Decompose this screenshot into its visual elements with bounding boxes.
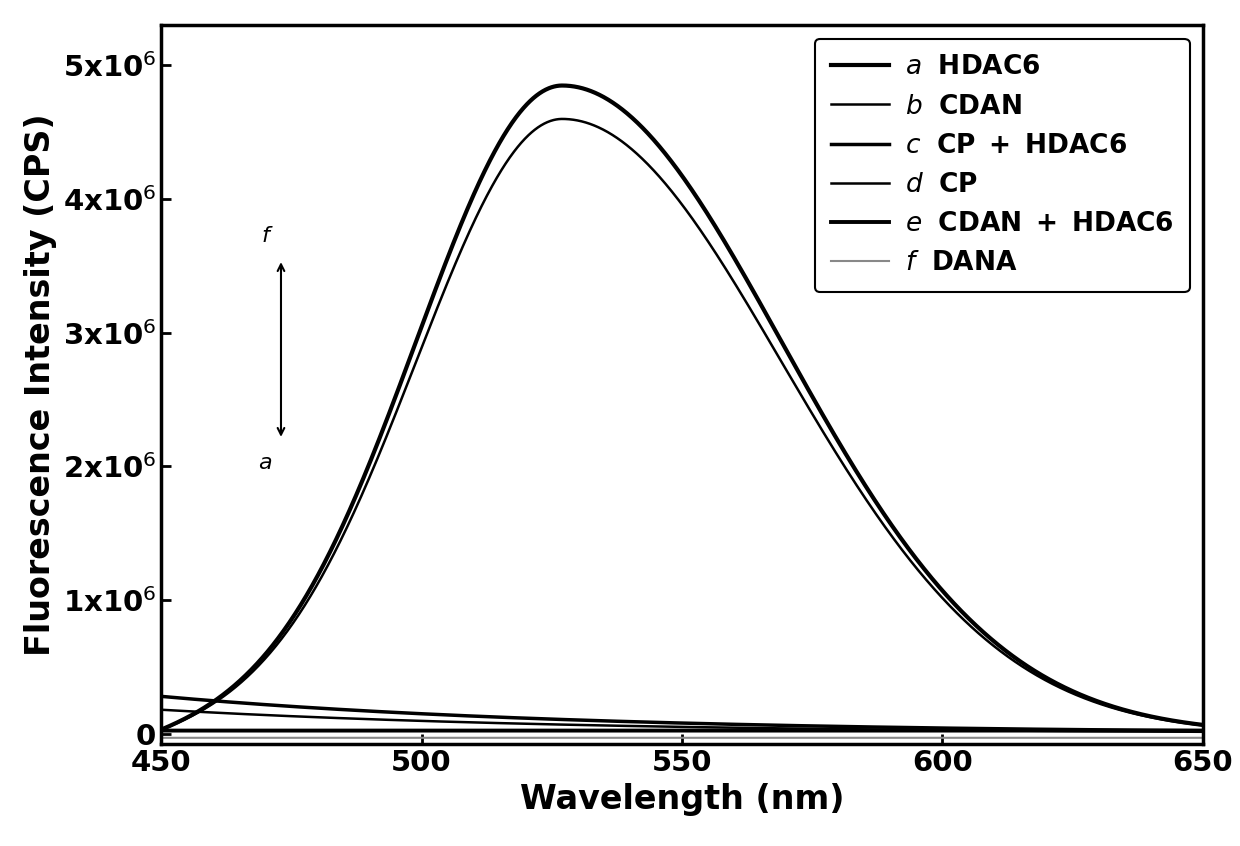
Text: f: f	[262, 226, 269, 246]
X-axis label: Wavelength (nm): Wavelength (nm)	[520, 783, 844, 816]
Text: a: a	[259, 453, 272, 473]
Y-axis label: Fluorescence Intensity (CPS): Fluorescence Intensity (CPS)	[25, 113, 57, 656]
Legend: $\it{a}$  $\bf{HDAC6}$, $\it{b}$  $\bf{CDAN}$, $\it{c}$  $\bf{CP\ +\ HDAC6}$, $\: $\it{a}$ $\bf{HDAC6}$, $\it{b}$ $\bf{CDA…	[815, 39, 1189, 292]
